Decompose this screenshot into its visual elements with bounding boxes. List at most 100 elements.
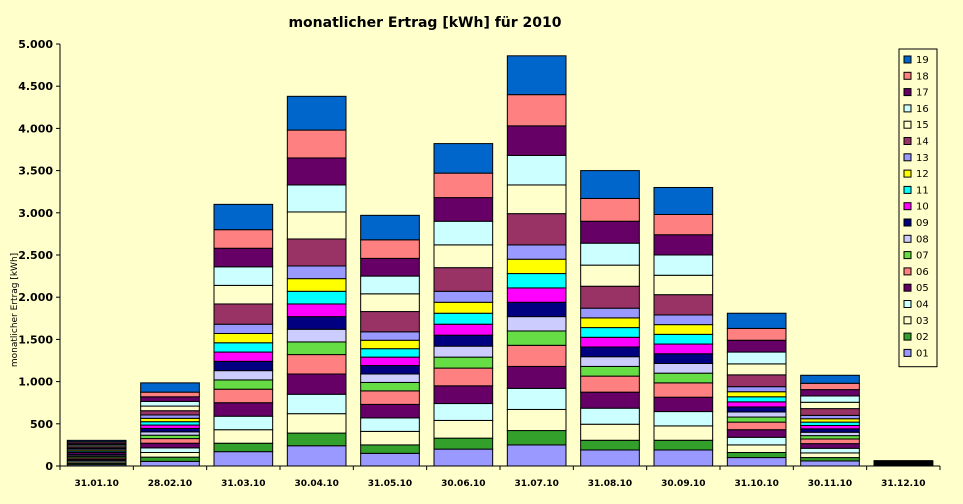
legend-label-15: 15	[916, 120, 929, 131]
bar-segment-12	[286, 278, 347, 292]
bar-segment-08	[433, 345, 494, 358]
bar-segment-13	[653, 314, 714, 326]
bar-segment-11	[213, 342, 274, 353]
bar-segment-16	[360, 275, 420, 295]
x-tick-label: 30.09.10	[661, 479, 705, 489]
bar-segment-19	[66, 439, 127, 443]
bar-segment-02	[506, 430, 567, 446]
bar-segment-02	[140, 456, 200, 462]
bar-segment-15	[580, 264, 640, 287]
bar-segment-16	[580, 242, 640, 266]
bar-segment-07	[800, 435, 860, 440]
x-tick-labels: 31.01.10 28.02.10 31.03.10 30.04.10 31.05.10…	[59, 466, 941, 489]
bar-segment-15	[140, 405, 200, 412]
legend-swatch-12	[903, 169, 912, 178]
bar-segment-05	[360, 403, 420, 419]
y-tick-label: 1.000	[18, 376, 53, 389]
bar-segment-17	[433, 197, 494, 222]
legend-label-13: 13	[916, 153, 929, 164]
bar-segment-07	[213, 379, 274, 390]
bar-segment-05	[506, 365, 567, 389]
bar-segment-19	[506, 55, 567, 96]
bar-segment-04	[506, 387, 567, 410]
bar-segment-09	[433, 334, 494, 347]
legend-label-04: 04	[916, 300, 929, 311]
x-tick-label: 31.10.10	[734, 479, 778, 489]
bar-segment-08	[286, 328, 347, 343]
bar-segment-16	[140, 400, 200, 407]
legend-swatch-03	[903, 316, 912, 325]
bar-segment-05	[800, 443, 860, 449]
bar-segment-11	[433, 312, 494, 325]
x-tick-label: 28.02.10	[148, 479, 192, 489]
legend-label-08: 08	[916, 234, 929, 245]
bar-segment-08	[726, 411, 787, 418]
bar-segment-08	[360, 373, 420, 383]
bar-segment-18	[140, 391, 200, 398]
legend-swatch-09	[903, 218, 912, 227]
bar-segment-09	[800, 428, 860, 433]
y-tick-label: 3.500	[18, 165, 53, 178]
chart-title: monatlicher Ertrag [kWh] für 2010	[288, 15, 561, 31]
legend-label-19: 19	[916, 55, 929, 66]
bar-segment-13	[800, 414, 860, 420]
legend-swatch-01	[903, 348, 912, 357]
legend-swatch-19	[903, 55, 912, 64]
bar-segment-15	[800, 401, 860, 410]
bar-segment-02	[286, 432, 347, 447]
bar-segment-05	[286, 373, 347, 395]
bar-segment-06	[433, 367, 494, 387]
legend-label-12: 12	[916, 169, 929, 180]
x-tick-label: 30.06.10	[441, 479, 485, 489]
bar-segment-19	[726, 312, 787, 329]
bar-segment-19	[580, 170, 640, 199]
bar-segment-04	[800, 447, 860, 454]
bar-segment-17	[726, 339, 787, 353]
bar-segment-07	[433, 356, 494, 369]
bar-segment-17	[360, 257, 420, 277]
x-tick-label: 31.03.10	[221, 479, 265, 489]
bar-segment-09	[726, 406, 787, 413]
legend-swatch-11	[903, 185, 912, 194]
bar-segment-16	[726, 351, 787, 365]
bar-segment-04	[726, 436, 787, 446]
bar-segment-04	[653, 411, 714, 427]
legend-label-18: 18	[916, 71, 929, 82]
legend-swatch-18	[903, 71, 912, 80]
legend-label-05: 05	[916, 283, 929, 294]
legend-label-03: 03	[916, 316, 929, 327]
bar-segment-15	[653, 274, 714, 296]
legend-label-17: 17	[916, 88, 929, 99]
bar-segment-14	[140, 410, 200, 416]
legend-label-06: 06	[916, 267, 929, 278]
bar-segment-14	[800, 408, 860, 416]
bar-segment-13	[360, 331, 420, 341]
bar-segment-17	[580, 220, 640, 244]
bar-segment-04	[140, 447, 200, 453]
bar-segment-09	[140, 427, 200, 433]
bar-segment-03	[286, 413, 347, 434]
x-tick-label: 30.04.10	[294, 479, 338, 489]
legend-label-11: 11	[916, 185, 929, 196]
x-tick-label: 30.11.10	[808, 479, 852, 489]
bar-segment-01	[653, 449, 714, 467]
bar-segment-09	[653, 353, 714, 364]
bar-segment-14	[726, 374, 787, 388]
bar-segment-07	[653, 372, 714, 384]
bar-segment-05	[653, 396, 714, 413]
bars	[66, 55, 934, 467]
bar-segment-01	[360, 452, 420, 467]
bar-segment-18	[433, 172, 494, 199]
bar-segment-10	[506, 287, 567, 303]
y-tick-label: 2.500	[18, 249, 53, 262]
bar-segment-07	[360, 381, 420, 392]
bar-segment-14	[580, 285, 640, 309]
legend-swatch-15	[903, 120, 912, 129]
bar-segment-19	[653, 186, 714, 215]
bar-segment-14	[433, 267, 494, 292]
bar-segment-04	[286, 393, 347, 415]
bar-segment-02	[800, 457, 860, 462]
legend-swatch-04	[903, 300, 912, 308]
bar-segment-09	[580, 346, 640, 358]
bar-segment-16	[653, 254, 714, 276]
